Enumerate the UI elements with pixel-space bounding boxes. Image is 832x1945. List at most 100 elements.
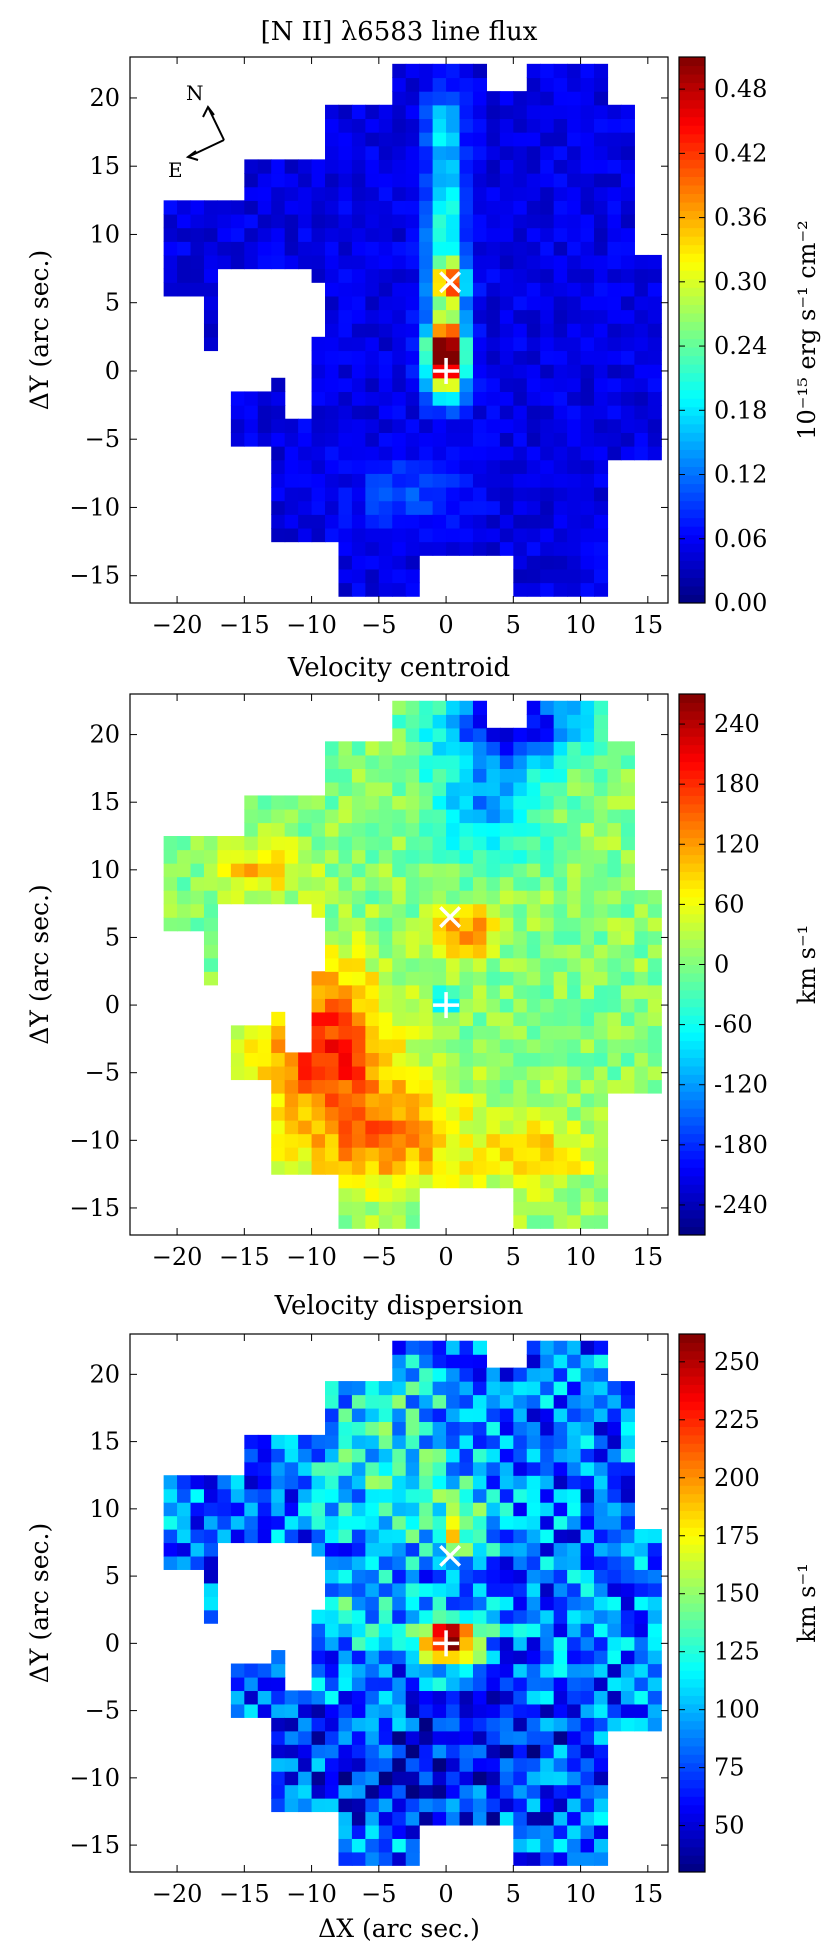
heatmap-cell [325, 1106, 340, 1121]
heatmap-cell [513, 159, 528, 174]
heatmap-cell [634, 1703, 649, 1718]
heatmap-cell [620, 890, 635, 905]
heatmap-cell [594, 541, 609, 556]
heatmap-cell [177, 1542, 192, 1557]
colorbar-segment [679, 1434, 705, 1444]
heatmap-cell [553, 514, 568, 529]
heatmap-cell [284, 1461, 299, 1476]
heatmap-cell [365, 917, 380, 932]
heatmap-cell [378, 1542, 393, 1557]
colorbar-segment [679, 1712, 705, 1722]
heatmap-cell [365, 145, 380, 160]
heatmap-cell [365, 582, 380, 597]
heatmap-cell [540, 1065, 555, 1081]
heatmap-cell [311, 186, 326, 201]
heatmap-cell [459, 1650, 474, 1665]
heatmap-cell [311, 998, 326, 1013]
heatmap-cell [580, 91, 595, 106]
heatmap-cell [647, 998, 662, 1013]
heatmap-cell [526, 1475, 541, 1490]
heatmap-cell [513, 1636, 528, 1651]
heatmap-cell [567, 1025, 582, 1040]
heatmap-cell [446, 1676, 461, 1692]
heatmap-cell [459, 998, 474, 1013]
heatmap-cell [607, 173, 622, 188]
heatmap-cell [271, 1650, 286, 1665]
heatmap-cell [365, 903, 380, 918]
heatmap-cell [540, 890, 555, 905]
heatmap-cell [257, 836, 272, 851]
heatmap-cell [325, 486, 340, 502]
heatmap-cell [486, 1609, 501, 1624]
heatmap-cell [351, 1092, 366, 1108]
heatmap-cell [526, 876, 541, 891]
heatmap-cell [351, 405, 366, 420]
heatmap-cell [647, 446, 662, 461]
heatmap-cell [432, 1394, 447, 1409]
heatmap-cell [499, 1757, 514, 1772]
heatmap-cell [513, 1623, 528, 1638]
heatmap-cell [271, 473, 286, 488]
heatmap-cell [553, 459, 568, 474]
heatmap-cell [419, 849, 434, 864]
heatmap-cell [432, 1025, 447, 1040]
heatmap-cell [284, 1798, 299, 1813]
heatmap-cell [620, 1609, 635, 1624]
heatmap-cell [230, 890, 245, 905]
heatmap-cell [472, 890, 488, 905]
heatmap-cell [325, 998, 340, 1013]
heatmap-cell [351, 1824, 366, 1839]
heatmap-cell [540, 323, 555, 338]
heatmap-cell [392, 1214, 407, 1229]
heatmap-cell [405, 1623, 420, 1638]
heatmap-cell [338, 1120, 353, 1135]
heatmap-cell [378, 1147, 393, 1162]
heatmap-cell [567, 1623, 582, 1638]
heatmap-cell [378, 1582, 393, 1597]
heatmap-cell [553, 1174, 568, 1189]
heatmap-cell [499, 200, 514, 215]
heatmap-cell [177, 1515, 192, 1530]
heatmap-cell [284, 1160, 299, 1175]
heatmap-cell [405, 1542, 420, 1557]
heatmap-cell [594, 1174, 609, 1189]
heatmap-cell [499, 268, 514, 283]
heatmap-cell [486, 754, 501, 769]
heatmap-cell [567, 200, 582, 215]
heatmap-cell [446, 849, 461, 864]
heatmap-cell [419, 1623, 434, 1638]
heatmap-cell [459, 836, 474, 851]
heatmap-cell [513, 1160, 528, 1175]
heatmap-cell [378, 984, 393, 999]
heatmap-cell [163, 254, 178, 270]
heatmap-cell [432, 418, 447, 433]
heatmap-cell [594, 1214, 609, 1229]
heatmap-cell [325, 741, 340, 756]
heatmap-cell [526, 1065, 541, 1081]
heatmap-cell [432, 77, 447, 92]
heatmap-cell [580, 582, 595, 597]
heatmap-cell [257, 241, 272, 256]
heatmap-cell [405, 754, 420, 769]
heatmap-cell [351, 459, 366, 474]
heatmap-cell [271, 1488, 286, 1503]
heatmap-cell [472, 849, 488, 864]
heatmap-cell [419, 336, 434, 352]
heatmap-cell [499, 486, 514, 502]
heatmap-cell [459, 1690, 474, 1705]
heatmap-cell [257, 254, 272, 270]
heatmap-cell [594, 1201, 609, 1216]
heatmap-cell [540, 254, 555, 270]
heatmap-cell [419, 268, 434, 283]
heatmap-cell [244, 849, 259, 864]
heatmap-cell [163, 876, 178, 891]
colorbar-segment [679, 1057, 705, 1067]
heatmap-cell [311, 1106, 326, 1121]
heatmap-cell [271, 173, 286, 188]
heatmap-cell [459, 145, 474, 160]
heatmap-cell [338, 1784, 353, 1799]
heatmap-cell [647, 1025, 662, 1040]
heatmap-cell [513, 1771, 528, 1786]
heatmap-cell [580, 568, 595, 584]
heatmap-cell [459, 500, 474, 515]
